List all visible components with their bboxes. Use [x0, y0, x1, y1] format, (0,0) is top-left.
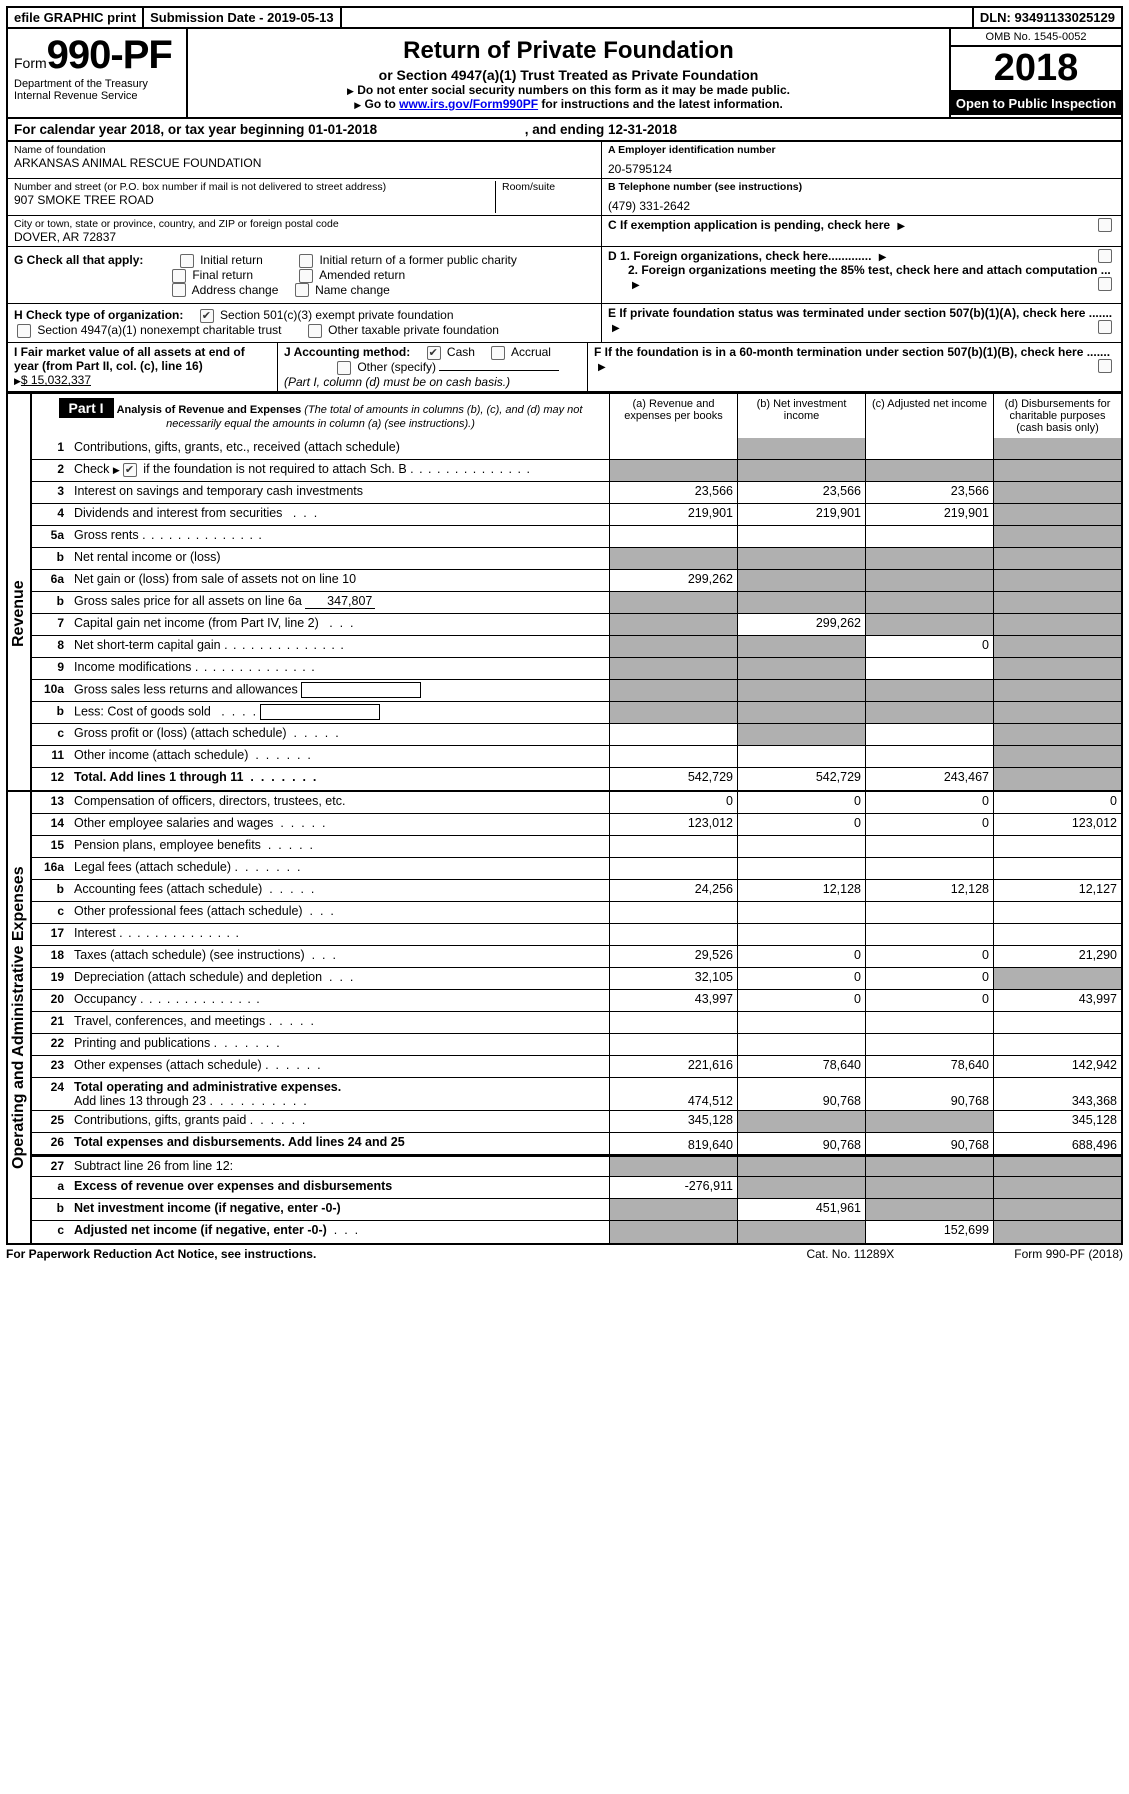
telephone-label: B Telephone number (see instructions)	[608, 181, 1115, 193]
city-value: DOVER, AR 72837	[14, 230, 116, 244]
expenses-label: Operating and Administrative Expenses	[8, 792, 32, 1243]
fmv-value: $ 15,032,337	[21, 373, 91, 387]
submission-date: Submission Date - 2019-05-13	[144, 8, 342, 27]
arrow-icon	[14, 373, 21, 387]
checkbox-other-method[interactable]	[337, 361, 351, 375]
checkbox-final[interactable]	[172, 269, 186, 283]
form-year-block: OMB No. 1545-0052 2018 Open to Public In…	[951, 29, 1121, 117]
arrow-icon	[354, 97, 361, 111]
efile-label: efile GRAPHIC print	[8, 8, 144, 27]
ein-label: A Employer identification number	[608, 144, 1115, 156]
footer-left: For Paperwork Reduction Act Notice, see …	[6, 1247, 316, 1261]
checkbox-amended[interactable]	[299, 269, 313, 283]
j-label: J Accounting method:	[284, 345, 410, 359]
inspection-notice: Open to Public Inspection	[951, 92, 1121, 115]
footer-catno: Cat. No. 11289X	[806, 1247, 894, 1261]
part1-header: Part I Analysis of Revenue and Expenses …	[6, 394, 1123, 438]
h-label: H Check type of organization:	[14, 308, 183, 322]
foundation-name: ARKANSAS ANIMAL RESCUE FOUNDATION	[14, 156, 261, 170]
city-label: City or town, state or province, country…	[14, 218, 595, 230]
page-footer: For Paperwork Reduction Act Notice, see …	[6, 1245, 1123, 1261]
revenue-section: Revenue 1Contributions, gifts, grants, e…	[6, 438, 1123, 792]
arrow-icon	[113, 462, 120, 476]
input-box	[301, 682, 421, 698]
room-label: Room/suite	[502, 181, 595, 193]
form-title-block: Return of Private Foundation or Section …	[188, 29, 951, 117]
checkbox-initial[interactable]	[180, 254, 194, 268]
street-address: 907 SMOKE TREE ROAD	[14, 193, 154, 207]
arrow-icon	[875, 249, 887, 263]
expenses-section: Operating and Administrative Expenses 13…	[6, 792, 1123, 1245]
footer-formno: Form 990-PF (2018)	[1014, 1247, 1123, 1261]
dln-cell: DLN: 93491133025129	[974, 8, 1121, 27]
revenue-label: Revenue	[8, 438, 32, 790]
checkbox-schb[interactable]	[123, 463, 137, 477]
checkbox-accrual[interactable]	[491, 346, 505, 360]
d1-label: D 1. Foreign organizations, check here..…	[608, 249, 871, 263]
checkbox-other-taxable[interactable]	[308, 324, 322, 338]
f-label: F If the foundation is in a 60-month ter…	[594, 345, 1110, 359]
arrow-icon	[608, 320, 620, 334]
arrow-icon	[893, 218, 905, 232]
arrow-icon	[347, 83, 354, 97]
col-a-header: (a) Revenue and expenses per books	[609, 394, 737, 438]
part1-title: Analysis of Revenue and Expenses	[117, 404, 302, 416]
instructions-link[interactable]: www.irs.gov/Form990PF	[399, 97, 538, 111]
name-label: Name of foundation	[14, 144, 595, 156]
arrow-icon	[628, 277, 640, 291]
col-c-header: (c) Adjusted net income	[865, 394, 993, 438]
identity-grid: Name of foundation ARKANSAS ANIMAL RESCU…	[6, 142, 1123, 394]
d2-label: 2. Foreign organizations meeting the 85%…	[628, 263, 1111, 277]
topbar: efile GRAPHIC print Submission Date - 20…	[6, 6, 1123, 29]
address-label: Number and street (or P.O. box number if…	[14, 181, 495, 193]
checkbox-address-change[interactable]	[172, 283, 186, 297]
form-title: Return of Private Foundation	[194, 37, 943, 65]
part1-badge: Part I	[59, 398, 114, 418]
col-b-header: (b) Net investment income	[737, 394, 865, 438]
checkbox-e[interactable]	[1098, 320, 1112, 334]
checkbox-name-change[interactable]	[295, 283, 309, 297]
ein-value: 20-5795124	[608, 156, 1115, 176]
checkbox-d2[interactable]	[1098, 277, 1112, 291]
calendar-year-row: For calendar year 2018, or tax year begi…	[6, 119, 1123, 142]
telephone-value: (479) 331-2642	[608, 193, 1115, 213]
form-header: Form990-PF Department of the Treasury In…	[6, 29, 1123, 119]
g-label: G Check all that apply:	[14, 253, 143, 267]
col-d-header: (d) Disbursements for charitable purpose…	[993, 394, 1121, 438]
exemption-pending-label: C If exemption application is pending, c…	[608, 218, 890, 232]
checkbox-d1[interactable]	[1098, 249, 1112, 263]
gross-sales-6a: 347,807	[305, 594, 375, 609]
e-label: E If private foundation status was termi…	[608, 306, 1112, 320]
checkbox-4947a1[interactable]	[17, 324, 31, 338]
arrow-icon	[594, 359, 606, 373]
i-label: I Fair market value of all assets at end…	[14, 345, 245, 373]
checkbox-c[interactable]	[1098, 218, 1112, 232]
j-note: (Part I, column (d) must be on cash basi…	[284, 375, 510, 389]
tax-year: 2018	[951, 47, 1121, 92]
checkbox-initial-former[interactable]	[299, 254, 313, 268]
checkbox-cash[interactable]	[427, 346, 441, 360]
checkbox-501c3[interactable]	[200, 309, 214, 323]
input-box	[260, 704, 380, 720]
checkbox-f[interactable]	[1098, 359, 1112, 373]
omb-number: OMB No. 1545-0052	[951, 29, 1121, 47]
form-number-block: Form990-PF Department of the Treasury In…	[8, 29, 188, 117]
